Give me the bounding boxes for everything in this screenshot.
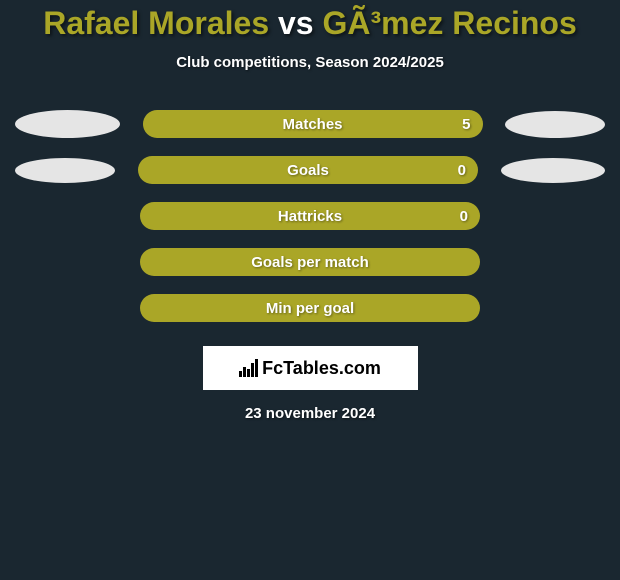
stat-bar: Min per goal (140, 294, 480, 322)
stat-label: Goals per match (251, 254, 369, 271)
title-vs: vs (278, 5, 314, 41)
stat-row: Hattricks 0 (10, 193, 610, 239)
stat-row: Goals 0 (10, 147, 610, 193)
stat-label: Goals (287, 162, 329, 179)
stat-bar: Hattricks 0 (140, 202, 480, 230)
right-ellipse (501, 158, 605, 183)
subtitle: Club competitions, Season 2024/2025 (0, 54, 620, 71)
left-ellipse (15, 158, 115, 183)
stat-row: Min per goal (10, 285, 610, 331)
chart-icon (239, 359, 258, 377)
title-player1: Rafael Morales (43, 5, 269, 41)
stat-row: Matches 5 (10, 101, 610, 147)
title-player2: GÃ³mez Recinos (322, 5, 576, 41)
stat-label: Hattricks (278, 208, 342, 225)
left-ellipse (15, 110, 120, 138)
stat-row: Goals per match (10, 239, 610, 285)
comparison-area: Matches 5 Goals 0 Hattricks 0 Goals per match M… (0, 101, 620, 331)
stat-bar: Goals per match (140, 248, 480, 276)
stat-label: Min per goal (266, 300, 354, 317)
branding-box[interactable]: FcTables.com (203, 346, 418, 390)
branding-text: FcTables.com (239, 358, 381, 379)
stat-bar: Matches 5 (143, 110, 483, 138)
right-ellipse (505, 111, 605, 138)
stat-value: 0 (458, 162, 466, 179)
stat-label: Matches (282, 116, 342, 133)
page-title: Rafael Morales vs GÃ³mez Recinos (0, 5, 620, 42)
stat-bar: Goals 0 (138, 156, 478, 184)
widget-container: Rafael Morales vs GÃ³mez Recinos Club co… (0, 0, 620, 422)
stat-value: 0 (460, 208, 468, 225)
date-text: 23 november 2024 (0, 405, 620, 422)
branding-label: FcTables.com (262, 358, 381, 379)
stat-value: 5 (462, 116, 470, 133)
